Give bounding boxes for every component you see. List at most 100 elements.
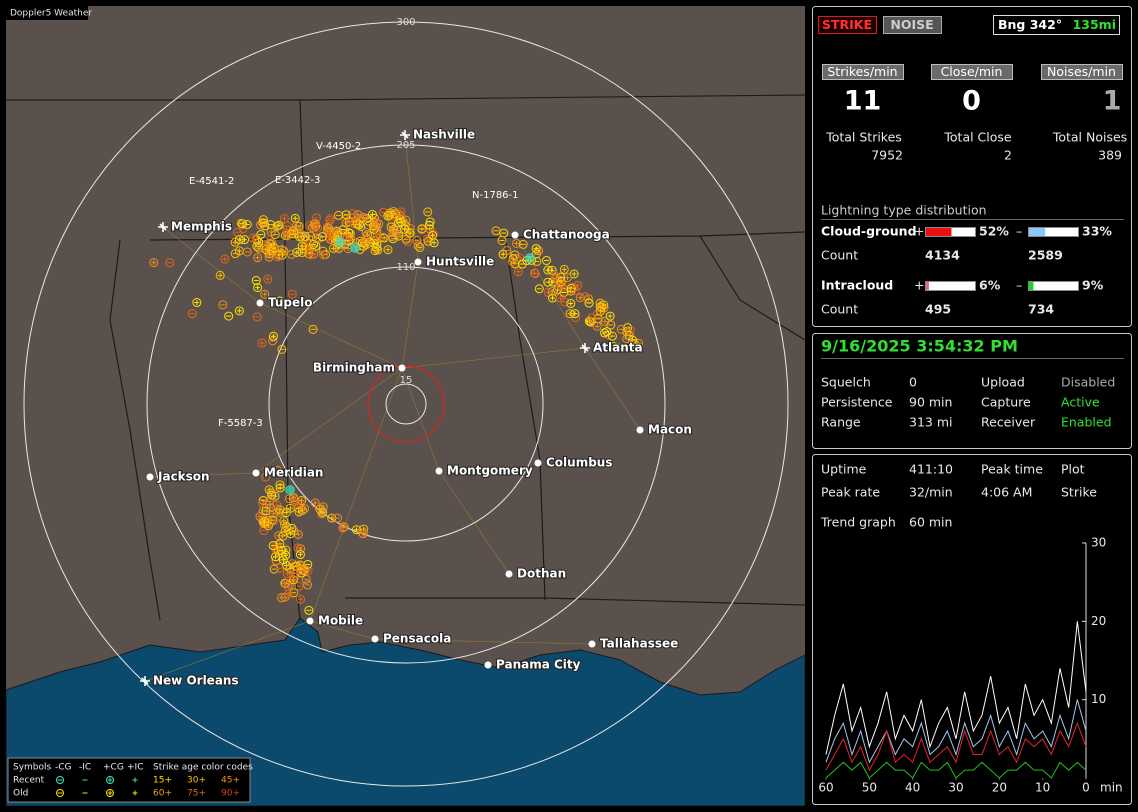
app-title: Doppler5 Weather — [10, 9, 92, 19]
strike — [300, 504, 310, 514]
legend-box — [7, 757, 251, 803]
strike-ring — [276, 545, 286, 555]
storm-label: E-4541-2 — [189, 176, 234, 187]
strike-button-label[interactable]: STRIKE — [822, 17, 872, 32]
strike-ring — [423, 236, 433, 246]
strike — [263, 274, 273, 284]
info-cell: 0 — [909, 375, 917, 390]
strike — [266, 246, 276, 256]
strike-ring — [424, 220, 434, 230]
close-ring — [367, 365, 445, 443]
legend-title: Symbols — [13, 763, 52, 773]
strike-ring — [289, 588, 299, 598]
strike-ring — [192, 298, 202, 308]
strike-ring — [252, 241, 262, 251]
strike — [566, 299, 576, 309]
type-name: Cloud-ground — [821, 224, 917, 239]
strike — [257, 338, 267, 348]
range-ring — [146, 144, 666, 664]
strike — [276, 545, 286, 555]
airport-icon — [140, 676, 150, 686]
strike-ring — [323, 222, 333, 232]
strike — [497, 235, 507, 245]
strike-ring — [383, 245, 393, 255]
strike-ring — [607, 331, 617, 341]
strike-ring — [301, 574, 311, 584]
strike — [292, 221, 302, 231]
strike-ring — [272, 221, 282, 231]
strike-ring — [165, 258, 175, 268]
strike-ring — [402, 237, 412, 247]
strike — [264, 485, 274, 495]
strike-button[interactable] — [818, 16, 877, 34]
noise-button[interactable] — [883, 16, 942, 34]
strike-ring — [289, 572, 299, 582]
strike-ring — [248, 233, 258, 243]
strike-ring — [349, 219, 359, 229]
strike-ring — [274, 250, 284, 260]
strike-ring — [512, 238, 522, 248]
strike-ring — [238, 224, 248, 234]
strike-ring — [275, 296, 285, 306]
strike — [384, 210, 394, 220]
strike — [393, 218, 403, 228]
city-dot — [435, 467, 443, 475]
strike-ring — [401, 234, 411, 244]
strike-ring — [260, 289, 270, 299]
strike — [378, 207, 388, 217]
strike-ring — [600, 328, 610, 338]
city-dot — [256, 299, 264, 307]
legend-symbol: -IC — [79, 763, 91, 773]
strike-ring — [230, 237, 240, 247]
strike-ring — [258, 498, 268, 508]
strike — [297, 230, 307, 240]
strike-ring — [224, 311, 234, 321]
strike — [400, 224, 410, 234]
strike-ring — [253, 283, 263, 293]
strike-ring — [570, 285, 580, 295]
strike-ring — [285, 564, 295, 574]
strike — [289, 226, 299, 236]
strike-ring — [518, 239, 528, 249]
city-dot — [484, 661, 492, 669]
legend: Symbols -CG -IC +CG +IC Strike age color code… — [7, 757, 253, 803]
strike — [266, 503, 276, 513]
strike — [531, 243, 541, 253]
strike — [288, 571, 298, 581]
strike — [491, 226, 501, 236]
strike — [275, 505, 285, 515]
strike-recent — [335, 237, 345, 247]
storm-label: V-4450-2 — [316, 141, 361, 152]
sign: – — [1016, 224, 1022, 239]
noise-button-label[interactable]: NOISE — [890, 17, 933, 32]
strike — [275, 480, 285, 490]
strike — [310, 498, 320, 508]
strike — [295, 550, 305, 560]
info-cell: Range — [821, 415, 861, 430]
strike — [513, 267, 523, 277]
strike — [587, 313, 597, 323]
strike-ring — [333, 513, 343, 523]
strike — [251, 276, 261, 286]
strike-ring — [220, 254, 230, 264]
info-cell: Disabled — [1061, 375, 1115, 390]
strike — [236, 218, 246, 228]
strike — [507, 257, 517, 267]
strike — [187, 309, 197, 319]
strike-ring — [277, 344, 287, 354]
cities: Nashville Memphis Chattanooga Huntsville Tup… — [140, 127, 693, 689]
airport-icon — [158, 222, 168, 232]
legend-symbol: -CG — [55, 763, 72, 773]
strike — [502, 246, 512, 256]
strike-ring — [282, 521, 292, 531]
percent-label: 52% — [979, 224, 1009, 239]
strike-ring — [595, 306, 605, 316]
strike — [313, 223, 323, 233]
strike — [230, 237, 240, 247]
city-dot — [636, 426, 644, 434]
strike — [372, 218, 382, 228]
strike — [286, 249, 296, 259]
strike — [218, 300, 228, 310]
strike-ring — [313, 223, 323, 233]
strike-ring — [297, 241, 307, 251]
